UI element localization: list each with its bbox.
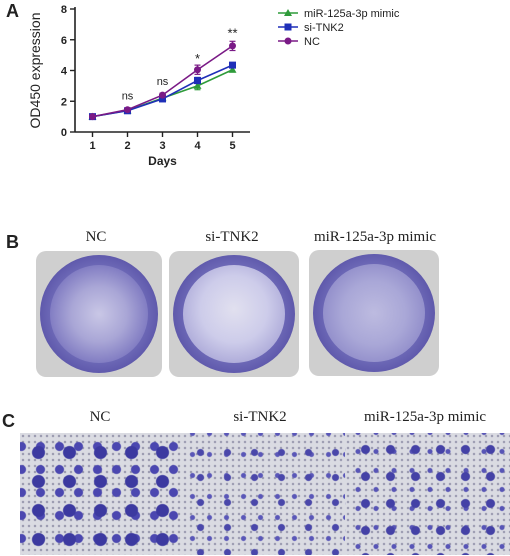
- y-tick-label: 2: [61, 96, 67, 108]
- colony-plate-mimic: [309, 250, 439, 376]
- plate-well: [323, 264, 425, 362]
- transwell-field-mimic: [345, 433, 510, 555]
- field-label-mimic: miR-125a-3p mimic: [363, 409, 487, 425]
- field-label-nc: NC: [89, 409, 111, 425]
- x-tick-label: 5: [229, 140, 235, 152]
- y-axis-label: OD450 expression: [27, 13, 43, 129]
- plate-well: [183, 265, 285, 363]
- data-point: [194, 66, 201, 74]
- data-point: [89, 113, 96, 121]
- legend-marker: [284, 9, 292, 16]
- y-tick-label: 0: [61, 127, 67, 139]
- significance-label: **: [227, 25, 237, 40]
- y-tick-label: 8: [61, 4, 67, 16]
- data-point: [229, 42, 236, 50]
- data-point: [229, 61, 236, 69]
- plate-label-nc: NC: [85, 229, 107, 245]
- x-tick-label: 1: [89, 140, 95, 152]
- significance-label: ns: [122, 91, 134, 103]
- data-point: [159, 95, 166, 103]
- data-point: [228, 65, 237, 73]
- plate-label-si-tnk2: si-TNK2: [205, 229, 259, 245]
- significance-label: *: [195, 51, 200, 66]
- x-tick-label: 2: [124, 140, 130, 152]
- y-tick-label: 4: [61, 66, 68, 78]
- x-tick-label: 4: [194, 140, 201, 152]
- data-point: [124, 106, 131, 114]
- field-label-si-tnk2: si-TNK2: [233, 409, 287, 425]
- panel-a-label: A: [6, 1, 19, 21]
- significance-label: ns: [157, 76, 169, 88]
- legend-label: NC: [304, 36, 320, 48]
- data-point: [159, 91, 166, 99]
- x-axis-label: Days: [148, 154, 177, 168]
- plate-label-mimic: miR-125a-3p mimic: [313, 229, 437, 245]
- data-point: [193, 81, 202, 89]
- transwell-field-nc: [20, 433, 182, 555]
- y-tick-label: 6: [61, 35, 67, 47]
- colony-plate-si-tnk2: [169, 251, 299, 377]
- panel-c-label: C: [2, 411, 15, 431]
- legend-marker: [284, 23, 292, 31]
- data-point: [194, 76, 201, 84]
- colony-plate-nc: [36, 251, 162, 377]
- legend-label: miR-125a-3p mimic: [304, 8, 400, 20]
- x-tick-label: 3: [159, 140, 165, 152]
- panel-b-label: B: [6, 232, 19, 252]
- transwell-field-si-tnk2: [182, 433, 345, 555]
- legend-label: si-TNK2: [304, 22, 344, 34]
- series-line-1: [92, 64, 233, 118]
- legend-marker: [284, 37, 292, 45]
- plate-well: [50, 265, 148, 363]
